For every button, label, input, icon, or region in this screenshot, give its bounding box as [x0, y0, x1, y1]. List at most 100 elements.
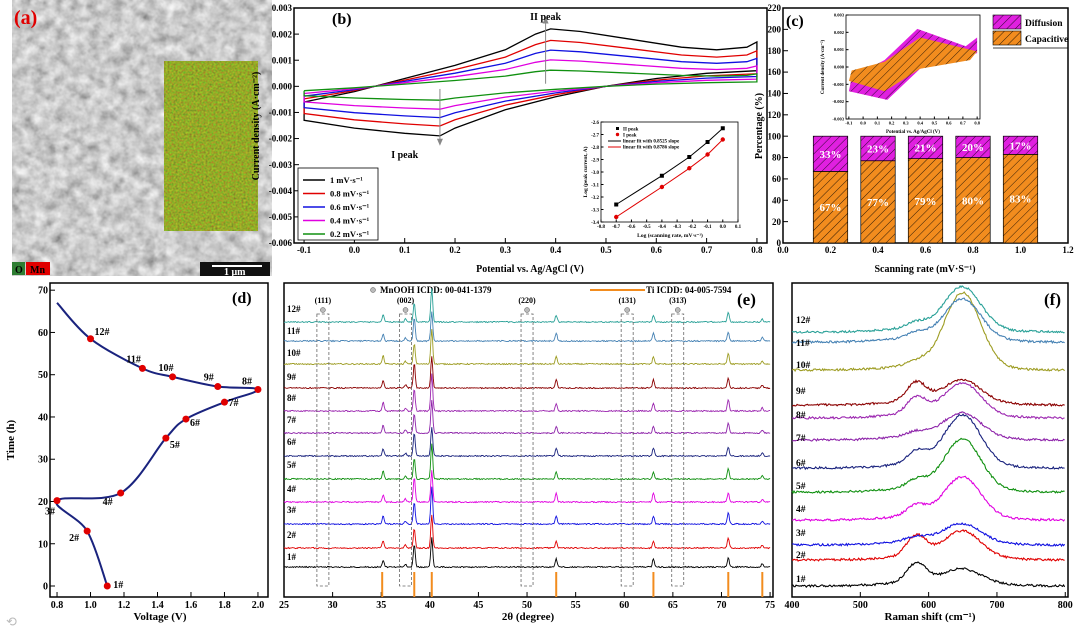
data-point — [687, 155, 692, 159]
sample-point — [169, 373, 177, 381]
c-ytick-label: 100 — [768, 131, 782, 141]
legend-label: 0.6 mV·s⁻¹ — [330, 202, 370, 212]
legend-swatch-o — [12, 262, 25, 275]
eds-map-region — [163, 60, 259, 232]
panel-e-xrd-chart: 25 30 35 40 45 50 55 60 65 70 75 (e) 2θ (degree) MnOO… — [279, 282, 775, 623]
legend-marker — [615, 132, 620, 137]
xrd-trace — [283, 356, 771, 390]
legend-label-mn: Mn — [30, 265, 45, 276]
sample-point-label: 12# — [95, 327, 110, 338]
b-inset-ytick-label: -3.2 — [591, 196, 599, 201]
xrd-trace-label: 2# — [287, 530, 297, 540]
c-inset-xtick-label: 0.3 — [903, 121, 909, 126]
e-xtick-label: 35 — [376, 600, 386, 611]
d-xtick-label: 1.4 — [151, 600, 164, 611]
panel-label-f: (f) — [1044, 290, 1061, 309]
b-inset-xtick-label: -0.8 — [597, 225, 605, 230]
b-inset-xtick-label: -0.2 — [688, 225, 696, 230]
b-inset-ytick-label: -3.0 — [591, 171, 599, 176]
raman-trace-label: 8# — [796, 411, 806, 421]
raman-trace — [791, 413, 1065, 471]
c-ytick-label: 20 — [772, 217, 782, 227]
c-inset-xtick-label: 0.5 — [932, 121, 938, 126]
b-legend: 1 mV·s⁻¹ 0.8 mV·s⁻¹ 0.6 mV·s⁻¹ 0.4 mV·s⁻¹ 0.… — [297, 167, 379, 241]
d-ytick-label: 60 — [38, 328, 48, 339]
raman-trace — [791, 437, 1065, 495]
b-inset-ytick-label: -3.4 — [591, 221, 599, 226]
b-inset-legend-label: I peak — [623, 134, 637, 139]
b-inset-xtick-label: -0.7 — [612, 225, 620, 230]
c-inset-xtick-label: 0.6 — [946, 121, 952, 126]
xrd-trace — [283, 486, 771, 526]
bar-label-capacitive: 67% — [820, 202, 842, 214]
sample-point-label: 10# — [159, 363, 174, 374]
raman-trace — [791, 475, 1066, 522]
xrd-trace — [283, 400, 771, 435]
mnooh-marker-icon — [624, 307, 630, 313]
mnooh-hkl-label: (131) — [619, 296, 637, 305]
xrd-trace — [283, 514, 771, 550]
c-inset-ytick-label: -0.001 — [832, 82, 844, 87]
xrd-trace — [283, 427, 771, 458]
raman-trace-label: 2# — [796, 551, 806, 561]
b-xtick-label: 0.0 — [349, 245, 361, 255]
legend-label: 0.2 mV·s⁻¹ — [330, 229, 370, 239]
mnooh-hkl-label: (220) — [518, 296, 536, 305]
mnooh-hkl-label: (002) — [397, 296, 415, 305]
xrd-trace — [283, 311, 771, 343]
b-ytick-label: 0.002 — [272, 29, 293, 39]
b-inset-xtick-label: -0.1 — [704, 225, 712, 230]
d-frame — [49, 282, 269, 598]
bar-label-diffusion: 21% — [915, 142, 937, 154]
b-xtick-label: 0.1 — [399, 245, 411, 255]
e-xtick-label: 45 — [473, 600, 483, 611]
mnooh-marker-icon — [320, 307, 326, 313]
bar-diffusion — [907, 135, 944, 159]
bar-label-capacitive: 80% — [962, 195, 984, 207]
b-xtick-label: 0.6 — [651, 245, 663, 255]
b-ytick-label: 0.001 — [272, 55, 293, 65]
e-xlabel: 2θ (degree) — [502, 611, 555, 623]
c-xtick-label: 0.0 — [777, 245, 789, 255]
xrd-trace-label: 10# — [287, 348, 301, 358]
data-point — [687, 166, 692, 171]
b-inset-xtick-label: 0.1 — [735, 225, 742, 230]
d-xtick-label: 1.0 — [84, 600, 97, 611]
data-point — [705, 152, 710, 157]
f-xtick-label: 800 — [1058, 600, 1073, 611]
b-ytick-label: -0.001 — [269, 108, 293, 118]
sample-point-label: 4# — [103, 497, 113, 508]
bar-capacitive — [860, 160, 896, 244]
bar-diffusion — [1002, 135, 1039, 155]
panel-label-e: (e) — [737, 290, 756, 309]
sample-point-label: 3# — [45, 507, 55, 518]
bar-diffusion — [955, 135, 991, 158]
sample-point-label: 2# — [69, 533, 79, 544]
c-inset-ytick-label: -0.002 — [832, 99, 844, 104]
e-xtick-label: 75 — [765, 600, 775, 611]
panel-label-d: (d) — [232, 290, 252, 307]
c-inset-xtick-label: 0.4 — [917, 121, 923, 126]
f-xtick-label: 500 — [853, 600, 868, 611]
e-frame — [283, 282, 774, 598]
d-ytick-label: 0 — [43, 582, 48, 593]
xrd-trace — [283, 288, 771, 324]
b-inset-ytick-label: -3.1 — [591, 183, 599, 188]
d-xtick-label: 1.2 — [118, 600, 131, 611]
sample-point-label: 7# — [228, 398, 238, 409]
legend-label-capacitive: Capacitive — [1025, 35, 1068, 45]
panel-a-sem-image: (a) O Mn 1 μm — [12, 0, 272, 278]
ii-peak-label: II peak — [530, 12, 561, 23]
process-curve — [55, 302, 259, 587]
c-inset-ylabel: Current density (A·cm⁻²) — [820, 40, 826, 95]
b-inset-ytick-label: -2.7 — [591, 133, 599, 138]
sample-point — [220, 398, 228, 406]
bar-capacitive — [955, 157, 991, 244]
f-frame — [791, 282, 1069, 598]
b-inset-log-chart: -0.8 -0.7 -0.6 -0.5 -0.4 -0.3 -0.2 -0.1 0.0 0.1 -2… — [560, 116, 748, 239]
mnooh-marker-icon — [402, 307, 409, 313]
sample-point — [103, 582, 111, 590]
c-inset-xtick-label: 0.0 — [860, 121, 866, 126]
raman-trace-label: 3# — [796, 529, 806, 539]
i-peak-label: I peak — [391, 150, 418, 161]
